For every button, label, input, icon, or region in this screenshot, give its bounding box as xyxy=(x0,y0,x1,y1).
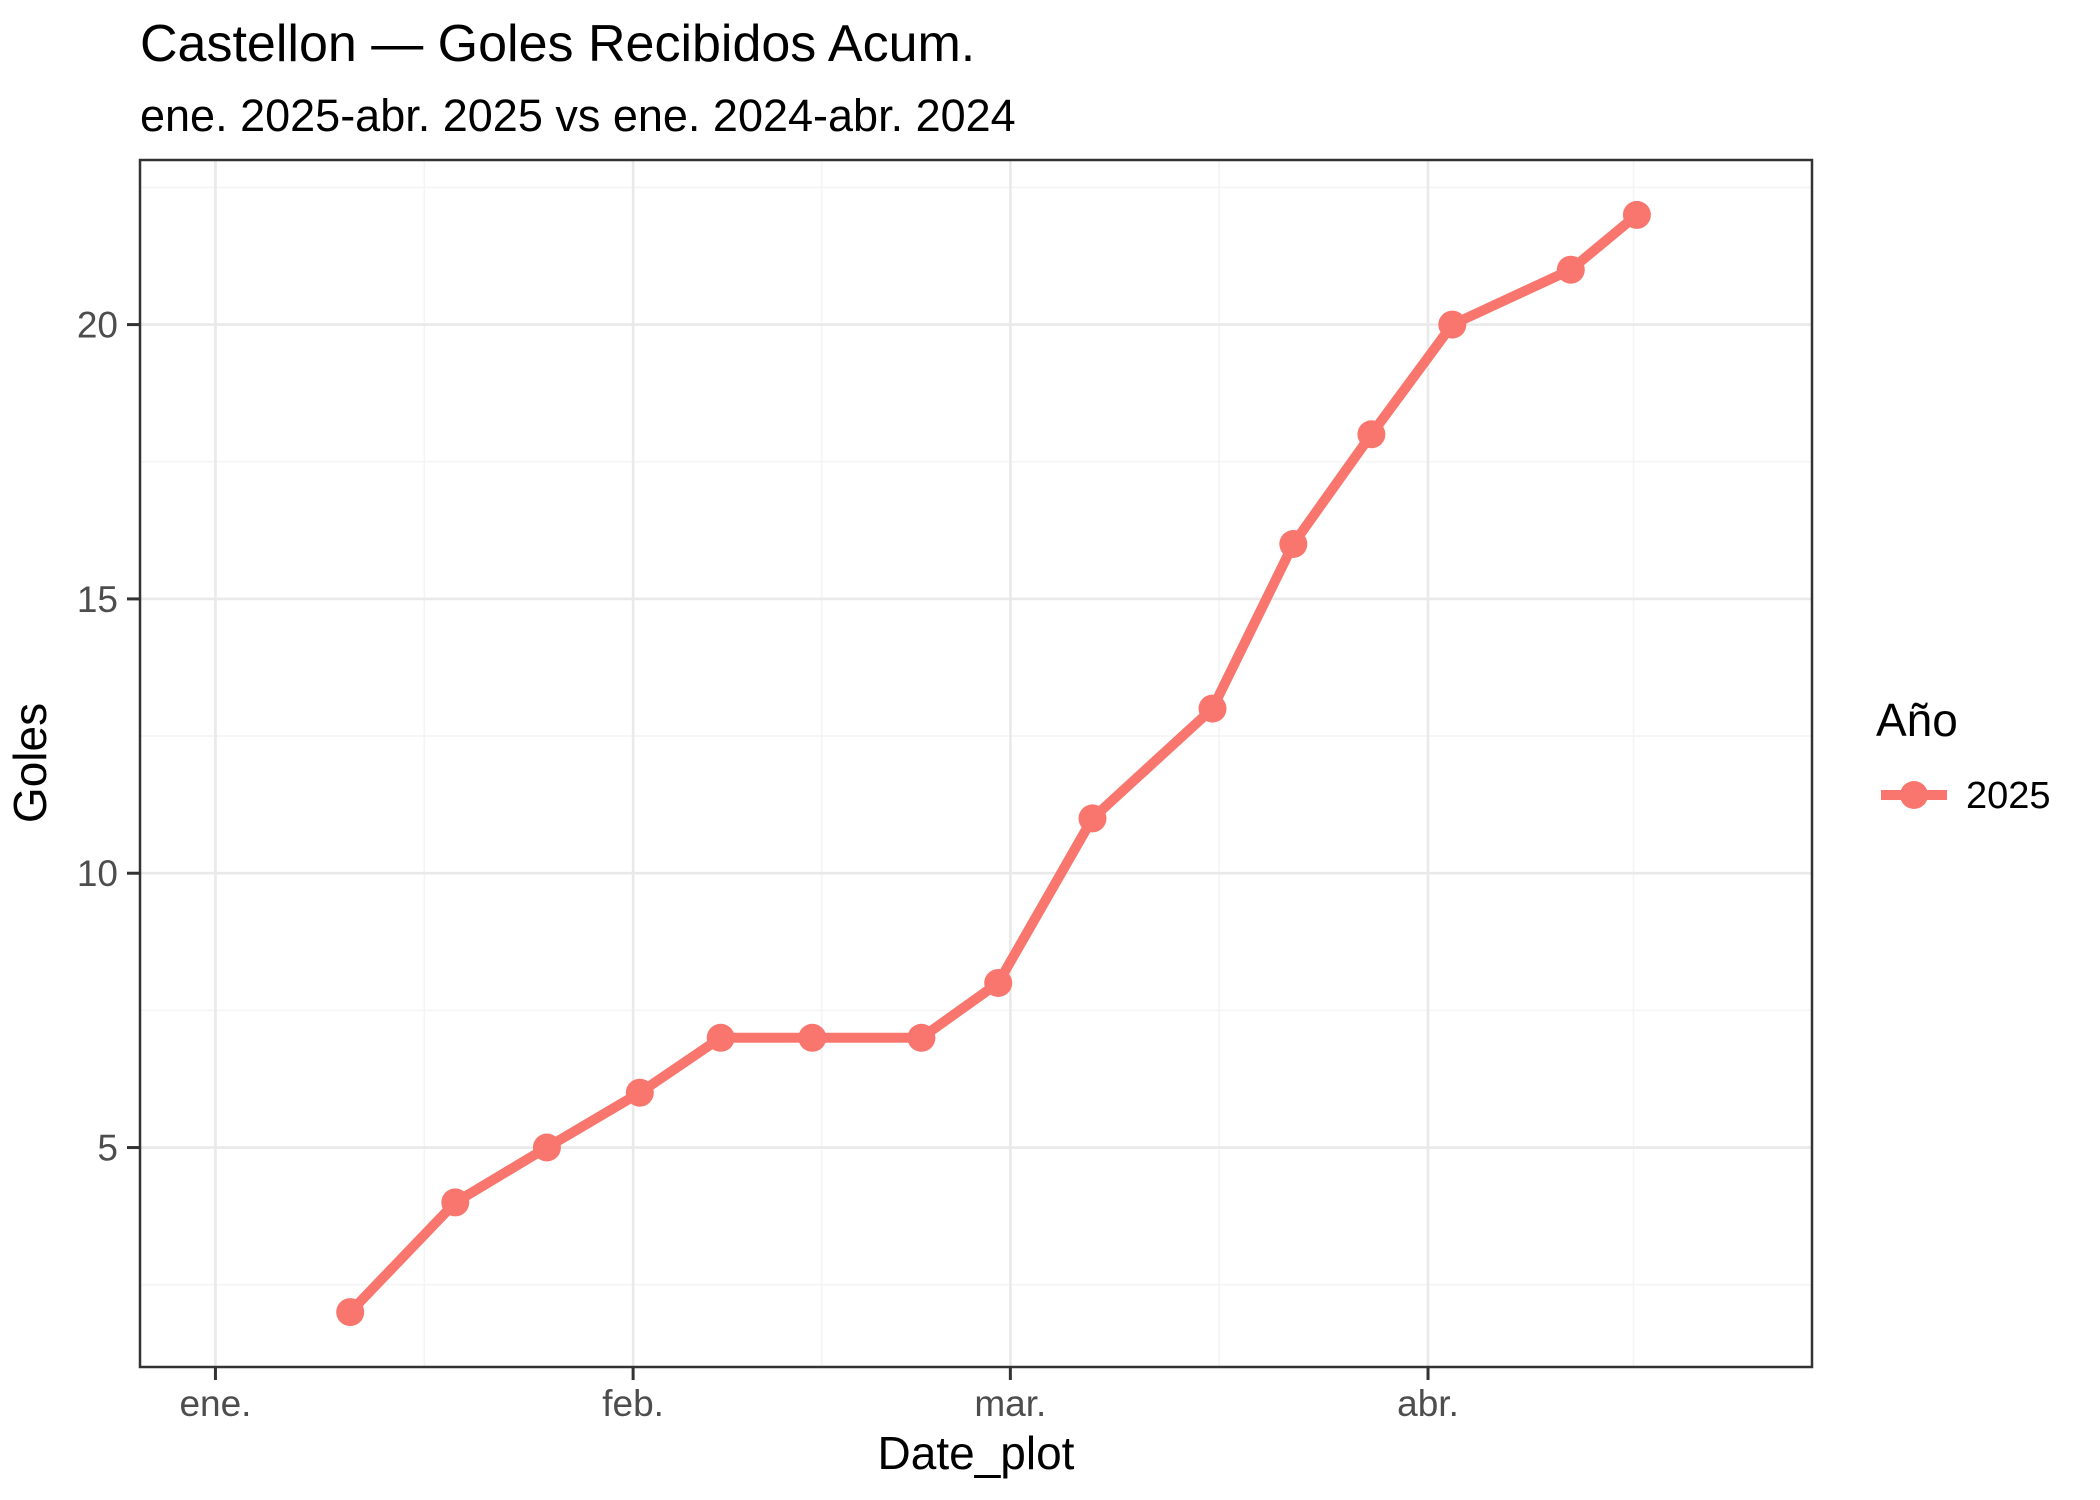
data-point xyxy=(798,1023,827,1052)
legend-key-2025 xyxy=(1881,781,1947,809)
x-tick-label: mar. xyxy=(974,1383,1046,1424)
y-tick-label: 15 xyxy=(77,579,118,620)
data-point xyxy=(441,1188,470,1217)
data-point xyxy=(1198,694,1227,723)
chart-title: Castellon — Goles Recibidos Acum. xyxy=(140,15,975,73)
chart-subtitle: ene. 2025-abr. 2025 vs ene. 2024-abr. 20… xyxy=(140,90,1016,141)
axis-tick-labels: 5 10 15 20 ene. feb. mar. abr. xyxy=(77,305,1459,1424)
y-tick-label: 5 xyxy=(97,1128,118,1169)
panel-border xyxy=(138,158,1814,1369)
series-layer xyxy=(336,200,1651,1327)
x-tick-label: ene. xyxy=(179,1383,251,1424)
data-point xyxy=(625,1078,654,1107)
data-point xyxy=(1438,310,1467,339)
legend-title: Año xyxy=(1876,694,1958,746)
data-point xyxy=(1357,420,1386,449)
legend-label-2025: 2025 xyxy=(1966,775,2051,817)
data-point xyxy=(1078,804,1107,833)
data-point xyxy=(1556,255,1585,284)
data-point xyxy=(907,1023,936,1052)
plot-panel xyxy=(140,160,1812,1367)
x-tick-label: feb. xyxy=(602,1383,664,1424)
x-tick-label: abr. xyxy=(1397,1383,1459,1424)
data-point xyxy=(706,1023,735,1052)
y-tick-label: 10 xyxy=(77,853,118,894)
gridlines-major xyxy=(140,160,1812,1367)
data-point xyxy=(1279,530,1308,558)
gridlines-minor xyxy=(140,160,1812,1367)
data-point xyxy=(532,1133,561,1162)
y-axis-title: Goles xyxy=(4,703,56,823)
x-axis-title: Date_plot xyxy=(878,1427,1075,1479)
data-point xyxy=(336,1298,365,1327)
y-tick-label: 20 xyxy=(77,305,118,346)
axis-ticks xyxy=(127,323,1430,1380)
data-point xyxy=(984,969,1013,997)
legend: Año 2025 xyxy=(1876,694,2051,817)
data-point xyxy=(1622,200,1651,229)
legend-point-sample xyxy=(1900,781,1928,809)
